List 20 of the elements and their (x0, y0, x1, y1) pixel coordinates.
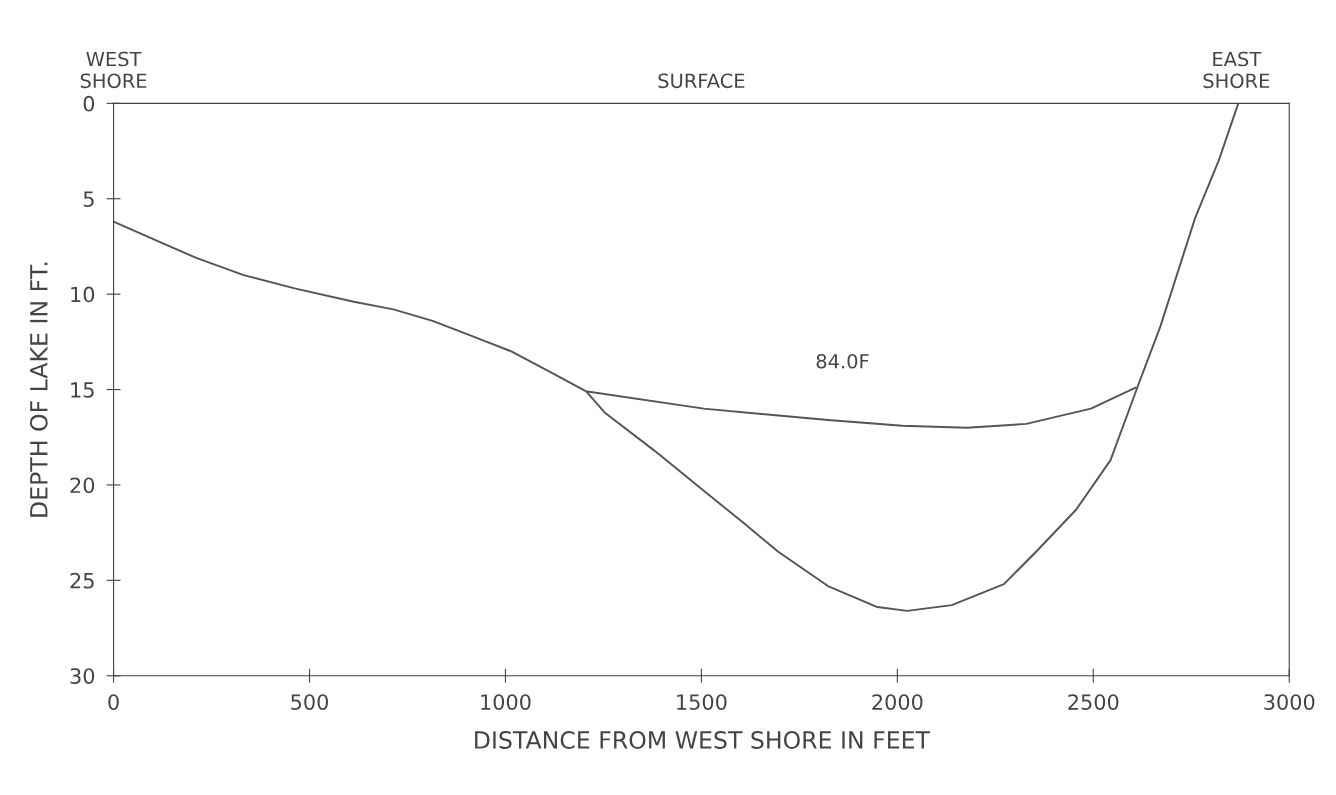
text: SURFACE (658, 73, 745, 89)
y-tick-label: 0 (83, 95, 95, 112)
y-tick-label: 20 (70, 477, 95, 494)
text: WEST SHORE (80, 51, 147, 89)
y-tick-label: 25 (70, 572, 94, 589)
y-axis-title: DEPTH OF LAKE IN FT. (29, 262, 48, 517)
x-tick-label: 1500 (677, 694, 727, 710)
annotation: 84.0F (816, 353, 869, 369)
x-tick-label: 3000 (1264, 694, 1315, 710)
x-tick-label: 1000 (481, 694, 531, 710)
x-tick-label: 2000 (872, 694, 923, 710)
x-axis-title: DISTANCE FROM WEST SHORE IN FEET (475, 731, 931, 749)
y-tick-label: 15 (71, 382, 94, 398)
y-tick-label: 10 (71, 286, 95, 303)
text: EAST SHORE (1203, 51, 1270, 89)
x-tick-label: 0 (108, 694, 119, 710)
y-tick-label: 30 (70, 668, 95, 684)
x-tick-label: 500 (291, 694, 329, 710)
y-tick-label: 5 (83, 191, 94, 207)
x-tick-label: 2500 (1068, 694, 1119, 710)
